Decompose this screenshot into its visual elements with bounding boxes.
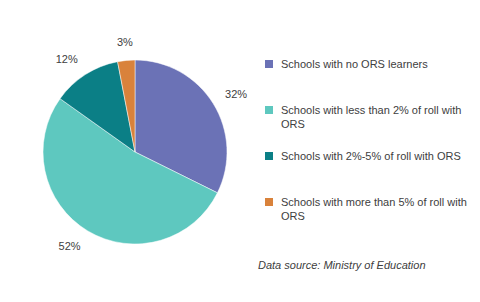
legend: Schools with no ORS learners Schools with… <box>265 58 467 222</box>
data-label: 3% <box>117 36 133 48</box>
legend-label: Schools with no ORS learners <box>281 58 428 70</box>
legend-swatch <box>265 152 273 160</box>
pie-slice <box>118 60 135 152</box>
legend-swatch <box>265 198 273 206</box>
slices <box>43 60 227 244</box>
data-label: 52% <box>59 240 81 252</box>
chart: 32%52%12%3%Schools with no ORS learnersS… <box>0 0 480 302</box>
legend-label: Schools with less than 2% of roll withOR… <box>281 104 461 130</box>
legend-swatch <box>265 106 273 114</box>
data-label: 32% <box>225 88 247 100</box>
annotation: Data source: Ministry of Education <box>258 259 426 271</box>
legend-label: Schools with 2%-5% of roll with ORS <box>281 150 461 162</box>
data-label: 12% <box>56 53 78 65</box>
legend-label: Schools with more than 5% of roll withOR… <box>281 196 467 222</box>
legend-swatch <box>265 60 273 68</box>
